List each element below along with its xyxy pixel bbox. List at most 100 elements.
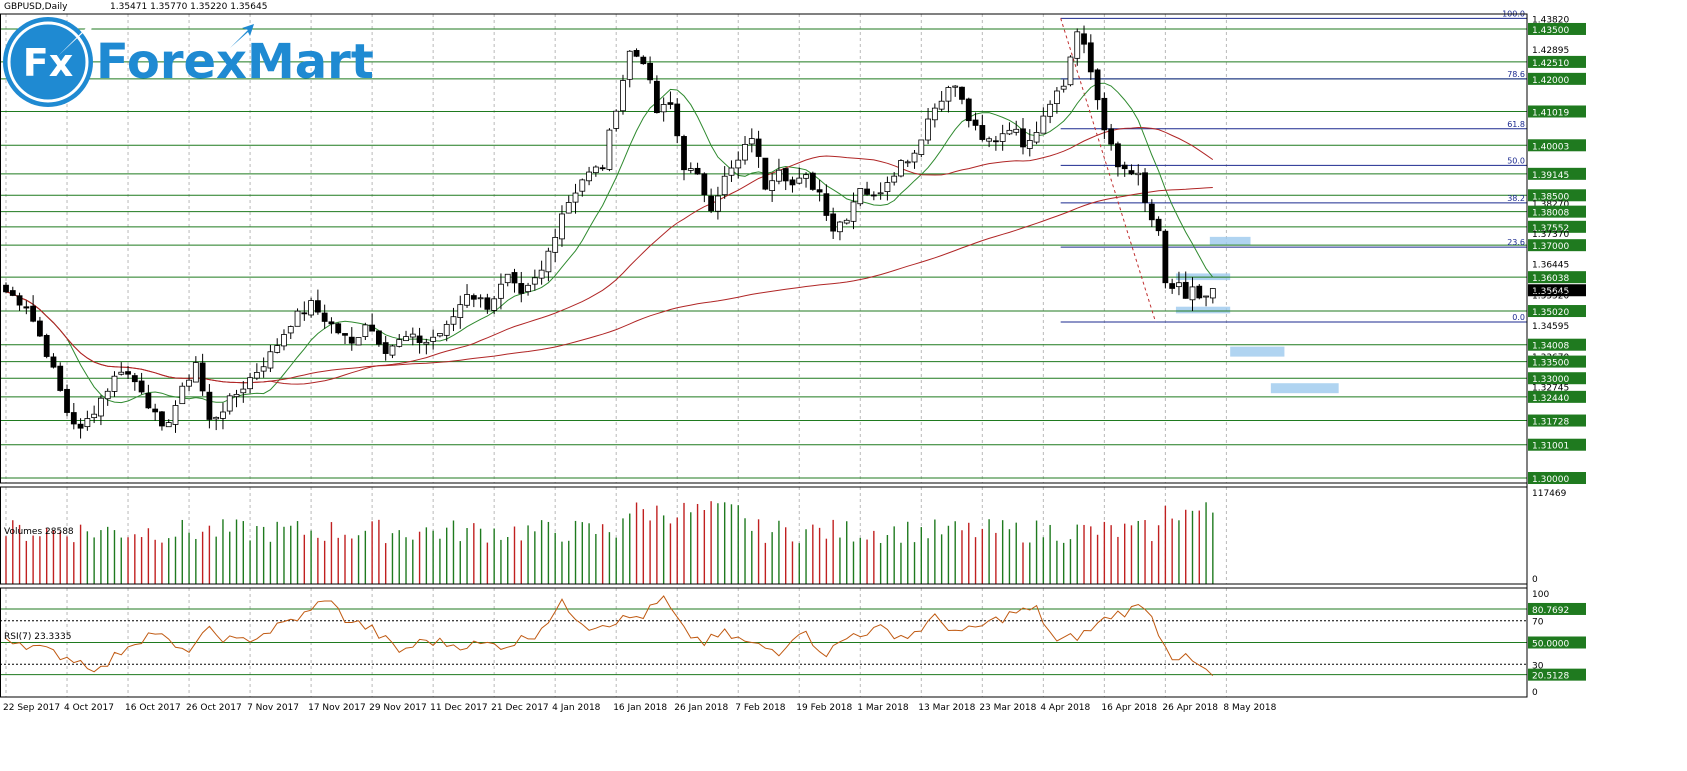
candle-body (823, 193, 830, 216)
candle-body (220, 411, 226, 419)
level-price-box (1528, 414, 1586, 427)
candle-body (1033, 132, 1040, 143)
candle-body (1047, 103, 1054, 117)
rsi-level-box (1528, 602, 1586, 615)
candle-body (1182, 281, 1189, 299)
candle-body (620, 80, 626, 112)
candle-body (1040, 115, 1047, 134)
candle-body (830, 213, 837, 232)
level-price-box (1528, 472, 1586, 485)
candle-body (396, 339, 403, 347)
price-axis-label: 1.37370 (1532, 230, 1569, 240)
candle-body (1013, 128, 1020, 133)
candle-body (531, 277, 538, 285)
candle-body (681, 136, 687, 171)
candle-body (721, 175, 728, 196)
candle-body (240, 388, 247, 394)
candle-body (843, 219, 850, 224)
time-axis-label: 1 Mar 2018 (857, 703, 909, 713)
candle-body (111, 375, 118, 392)
candle-body (504, 273, 511, 284)
candle-body (98, 397, 104, 417)
candle-body (1162, 230, 1169, 284)
candle-body (633, 50, 640, 57)
time-axis-label: 21 Dec 2017 (491, 703, 549, 713)
candle-body (430, 336, 437, 342)
candle-body (382, 342, 389, 354)
candle-body (769, 180, 776, 191)
candle-body (742, 144, 748, 161)
time-axis-label: 26 Jan 2018 (674, 703, 728, 713)
candle-body (538, 269, 545, 279)
candle-body (301, 312, 308, 315)
level-price-label: 1.34008 (1532, 342, 1569, 352)
time-axis-label: 4 Jan 2018 (552, 703, 600, 713)
candle-body (1115, 143, 1121, 168)
candle-body (179, 385, 186, 405)
forexmart-logo: Fx ForexMart (0, 14, 380, 107)
level-price-box (1528, 205, 1586, 218)
candle-body (918, 139, 925, 155)
candle-body (1203, 295, 1209, 298)
candle-body (104, 390, 111, 400)
candle-body (762, 157, 769, 190)
candle-body (369, 324, 376, 332)
candle-body (118, 371, 125, 375)
candle-body (314, 300, 321, 313)
candle-body (260, 366, 267, 372)
candle-body (165, 422, 172, 428)
candle-body (172, 405, 179, 425)
candle-body (898, 160, 904, 177)
level-price-box (1528, 139, 1586, 152)
rsi-level-box (1528, 668, 1586, 681)
level-price-box (1528, 390, 1586, 403)
price-axis-label: 1.42895 (1532, 46, 1569, 56)
time-axis-label: 29 Nov 2017 (369, 703, 427, 713)
candle-body (375, 330, 382, 345)
chart-ohlc: 1.35471 1.35770 1.35220 1.35645 (110, 2, 267, 12)
time-axis-label: 16 Oct 2017 (125, 703, 181, 713)
volume-axis-min: 0 (1532, 575, 1538, 585)
time-axis-label: 4 Oct 2017 (64, 703, 114, 713)
candle-body (748, 138, 755, 145)
candle-body (3, 284, 9, 293)
candle-body (226, 395, 233, 412)
candle-body (938, 100, 945, 110)
price-axis-label: 1.35520 (1532, 291, 1569, 301)
level-price-label: 1.42510 (1532, 59, 1569, 69)
candle-body (877, 192, 884, 195)
level-price-box (1528, 167, 1586, 180)
candle-body (1155, 218, 1162, 232)
candle-body (626, 50, 633, 80)
candle-body (1094, 69, 1101, 101)
current-price-box (1528, 284, 1586, 297)
candle-body (464, 294, 470, 306)
candle-body (125, 371, 131, 375)
candle-body (70, 412, 77, 425)
rsi-axis-label: 0 (1532, 688, 1538, 698)
time-axis-label: 4 Apr 2018 (1040, 703, 1090, 713)
candle-body (837, 221, 843, 233)
level-price-label: 1.32440 (1532, 394, 1569, 404)
level-price-box (1528, 220, 1586, 233)
candle-body (667, 102, 674, 105)
candle-body (552, 237, 559, 253)
candle-body (9, 290, 16, 296)
candle-body (884, 182, 891, 193)
rsi-level-label: 50.0000 (1532, 640, 1569, 650)
time-axis-label: 17 Nov 2017 (308, 703, 366, 713)
level-price-box (1528, 239, 1586, 252)
candle-body (233, 393, 240, 398)
level-price-box (1528, 305, 1586, 318)
level-price-label: 1.41019 (1532, 108, 1569, 118)
candle-body (640, 56, 647, 65)
candle-body (281, 334, 287, 347)
chart-title: GBPUSD,Daily (4, 2, 68, 12)
candle-body (267, 351, 274, 369)
candle-body (1135, 172, 1142, 176)
level-price-box (1528, 438, 1586, 451)
price-zone-rect (1230, 346, 1285, 357)
candle-body (708, 195, 715, 212)
candle-body (342, 333, 348, 336)
